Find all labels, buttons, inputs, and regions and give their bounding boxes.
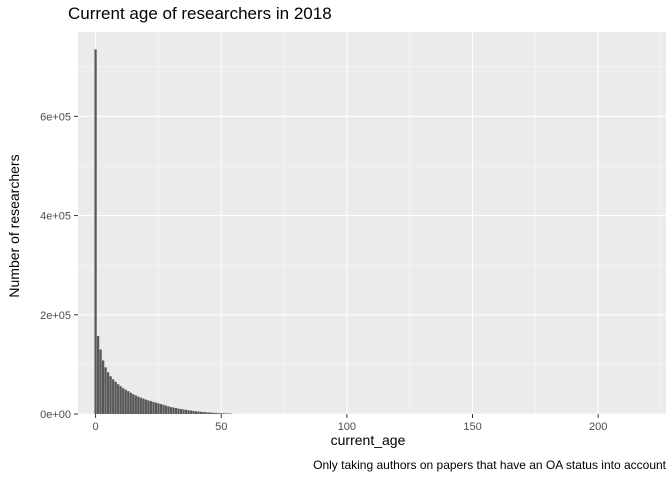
- y-tick-label: 0e+00: [40, 409, 71, 421]
- bar: [205, 412, 208, 414]
- bar: [124, 389, 127, 414]
- bar: [152, 401, 155, 414]
- bar: [230, 413, 233, 415]
- panel-background: [78, 32, 666, 414]
- bar: [117, 384, 120, 414]
- bar: [212, 412, 215, 414]
- x-tick-label: 150: [463, 421, 481, 433]
- bar: [222, 413, 225, 414]
- bar: [189, 410, 193, 414]
- bar: [169, 407, 173, 414]
- bar: [177, 408, 180, 414]
- x-tick-label: 200: [589, 421, 607, 433]
- bar: [207, 412, 210, 414]
- bar: [154, 402, 158, 414]
- bar: [132, 394, 135, 414]
- bar: [199, 411, 203, 414]
- bar: [96, 336, 100, 414]
- bar: [182, 409, 185, 414]
- x-axis-label: current_age: [330, 432, 406, 448]
- bar: [167, 406, 170, 414]
- bar: [187, 410, 190, 414]
- bar: [139, 397, 142, 414]
- bar: [227, 413, 230, 415]
- bar: [109, 376, 112, 414]
- bar: [192, 410, 195, 414]
- bar: [179, 409, 183, 414]
- bar: [129, 392, 132, 414]
- y-tick-label: 2e+05: [40, 310, 71, 322]
- bar: [137, 396, 140, 414]
- x-tick-label: 0: [93, 421, 99, 433]
- bar: [101, 360, 105, 414]
- x-tick-label: 100: [338, 421, 356, 433]
- bar: [217, 413, 220, 414]
- bar: [114, 381, 117, 414]
- bar: [172, 407, 175, 414]
- bar: [164, 405, 168, 414]
- bar: [225, 413, 228, 414]
- bar: [220, 413, 223, 414]
- bar: [197, 411, 200, 414]
- bar: [215, 412, 218, 414]
- bar: [162, 404, 165, 414]
- bar: [104, 367, 107, 414]
- bar: [127, 391, 130, 414]
- bar: [147, 400, 150, 414]
- bar: [157, 403, 160, 414]
- chart-caption: Only taking authors on papers that have …: [313, 458, 666, 472]
- y-tick-label: 4e+05: [40, 211, 71, 223]
- bar: [202, 412, 205, 414]
- bar: [94, 49, 97, 414]
- x-tick-label: 50: [215, 421, 227, 433]
- bar: [134, 395, 137, 414]
- chart-title: Current age of researchers in 2018: [68, 4, 332, 23]
- y-tick-label: 6e+05: [40, 111, 71, 123]
- bar: [149, 401, 153, 414]
- bar: [174, 408, 178, 414]
- bar: [184, 409, 188, 414]
- y-axis-label: Number of researchers: [6, 154, 22, 298]
- bar: [144, 399, 147, 414]
- bar: [194, 411, 198, 414]
- bar: [99, 349, 102, 414]
- bar: [119, 386, 122, 414]
- bar: [142, 398, 145, 414]
- bar: [112, 379, 115, 414]
- bar: [122, 388, 125, 414]
- bar: [107, 372, 110, 414]
- bar: [210, 412, 213, 414]
- bar: [159, 404, 163, 414]
